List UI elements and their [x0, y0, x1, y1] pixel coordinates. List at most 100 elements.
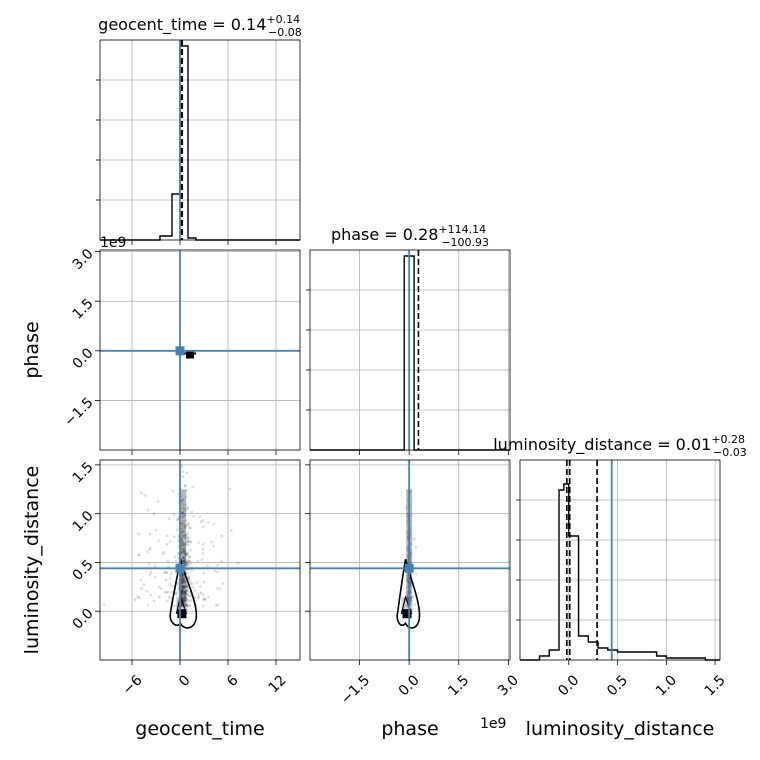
- sample-point: [189, 580, 192, 584]
- sample-point: [181, 574, 185, 578]
- sample-point: [167, 517, 171, 521]
- sample-point: [163, 590, 167, 594]
- panel-geocent_time-phase: [100, 250, 300, 450]
- sample-point: [187, 555, 191, 559]
- sample-point: [183, 591, 187, 594]
- sample-point: [413, 603, 417, 606]
- sample-point: [176, 528, 179, 532]
- sample-point: [199, 520, 203, 524]
- sample-point: [236, 561, 240, 565]
- sample-point: [182, 560, 186, 564]
- sample-point: [183, 548, 187, 551]
- sample-point: [176, 539, 180, 543]
- sample-point: [405, 585, 408, 589]
- x-tick-label: 12: [266, 672, 290, 696]
- sample-point: [186, 521, 190, 525]
- panel-title-plus: +114.14: [438, 223, 486, 236]
- sample-point: [161, 552, 165, 556]
- truth-marker: [175, 346, 185, 356]
- sample-point: [181, 591, 185, 595]
- sample-point: [186, 593, 190, 597]
- panel-frame-geocent_time-luminosity_distance: [99, 459, 301, 661]
- sample-point: [174, 592, 178, 595]
- sample-point: [182, 556, 186, 560]
- sample-point: [181, 594, 185, 598]
- sample-point: [169, 572, 173, 576]
- sample-point: [185, 559, 189, 563]
- sample-point: [180, 591, 184, 595]
- sample-point: [190, 510, 194, 514]
- sample-point: [229, 529, 233, 532]
- sample-point: [182, 579, 185, 582]
- sample-point: [181, 475, 185, 479]
- sample-point: [184, 604, 187, 608]
- sample-point: [133, 598, 137, 601]
- sample-point: [181, 502, 185, 506]
- sample-point: [181, 556, 184, 560]
- sample-point: [183, 551, 187, 555]
- sample-point: [185, 523, 189, 527]
- sample-point: [185, 471, 189, 474]
- sample-point: [182, 579, 186, 583]
- sample-point: [181, 511, 185, 515]
- xlabel-geocent_time: geocent_time: [135, 718, 264, 740]
- y-tick-label: −1.5: [61, 395, 96, 430]
- sample-point: [148, 573, 152, 577]
- sample-point: [182, 530, 185, 533]
- sample-point: [180, 584, 184, 588]
- sample-point: [164, 578, 168, 581]
- sample-point: [180, 531, 184, 534]
- sample-point: [183, 543, 187, 546]
- sample-point: [182, 521, 185, 525]
- sample-point: [405, 604, 409, 608]
- sample-point: [412, 537, 416, 541]
- sample-point: [157, 539, 160, 543]
- sample-point: [184, 563, 187, 566]
- sample-point: [183, 513, 187, 517]
- x-tick-label: 0: [176, 672, 194, 690]
- sample-point: [185, 534, 189, 538]
- sample-point: [181, 589, 185, 592]
- sample-point: [182, 507, 186, 511]
- sample-point: [74, 585, 77, 588]
- y-tick-label: 0.0: [70, 606, 97, 633]
- sample-point: [206, 564, 210, 568]
- sample-point: [181, 506, 185, 510]
- sample-point: [218, 587, 222, 591]
- truth-marker: [404, 563, 414, 573]
- sample-point: [183, 592, 186, 596]
- panel-frame-phase-luminosity_distance: [309, 459, 511, 661]
- sample-point: [182, 580, 186, 584]
- sample-point: [201, 552, 205, 555]
- sample-point: [184, 584, 187, 588]
- sample-point: [201, 547, 205, 551]
- sample-point: [181, 543, 185, 547]
- panel-frame-luminosity_distance: [519, 459, 721, 661]
- sample-point: [212, 544, 216, 548]
- sample-point: [187, 523, 191, 527]
- sample-point: [170, 590, 173, 594]
- sample-point: [165, 534, 169, 538]
- sample-point: [214, 603, 218, 607]
- sample-point: [182, 529, 185, 533]
- panel-title-phase: phase = 0.28+114.14 −100.93: [331, 223, 489, 249]
- sample-point: [153, 575, 157, 579]
- sample-point: [181, 541, 185, 545]
- sample-point: [188, 555, 192, 559]
- sample-point: [181, 534, 185, 538]
- sample-point: [181, 595, 184, 599]
- sample-point: [201, 519, 205, 522]
- sample-point: [183, 590, 187, 594]
- sample-point: [180, 465, 184, 469]
- x-tick-label: 0.5: [604, 672, 631, 699]
- sample-point: [193, 589, 197, 593]
- sample-point: [181, 590, 185, 594]
- sample-point: [184, 584, 188, 588]
- sample-point: [183, 590, 187, 594]
- sample-point: [182, 584, 186, 588]
- sample-point: [183, 557, 187, 561]
- sample-point: [157, 585, 161, 589]
- sample-point: [184, 561, 188, 564]
- x-tick-label: 3.0: [495, 672, 522, 699]
- ylabel-luminosity_distance: luminosity_distance: [21, 466, 43, 655]
